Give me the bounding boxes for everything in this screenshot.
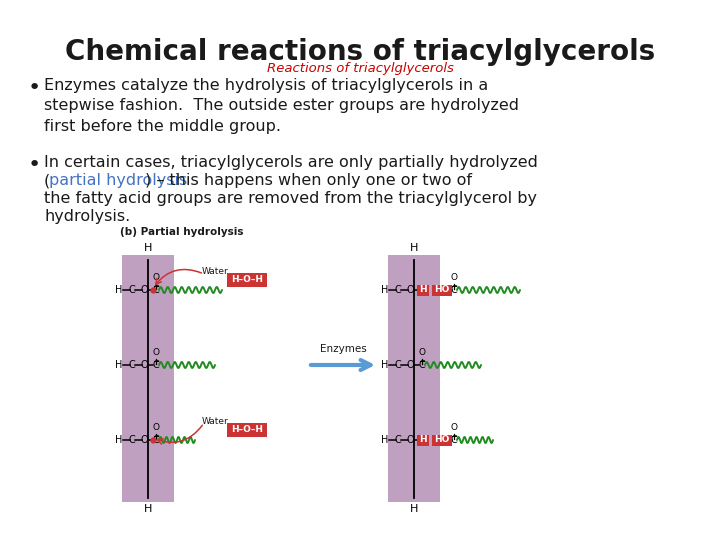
Text: Reactions of triacylglycerols: Reactions of triacylglycerols bbox=[266, 62, 454, 75]
Text: HO: HO bbox=[434, 435, 449, 444]
Text: H: H bbox=[114, 435, 122, 445]
Text: H–O–H: H–O–H bbox=[231, 275, 263, 285]
Text: H: H bbox=[144, 243, 152, 253]
Text: C: C bbox=[153, 360, 159, 370]
Bar bbox=[122, 255, 174, 502]
FancyBboxPatch shape bbox=[416, 285, 428, 295]
FancyBboxPatch shape bbox=[227, 273, 267, 287]
Text: O: O bbox=[153, 423, 160, 432]
Text: C: C bbox=[451, 285, 457, 295]
Text: O: O bbox=[140, 360, 148, 370]
Text: Water: Water bbox=[202, 417, 229, 427]
Text: H: H bbox=[410, 504, 418, 514]
Text: C: C bbox=[129, 360, 135, 370]
Text: C: C bbox=[153, 435, 159, 445]
Text: O: O bbox=[418, 348, 426, 357]
Text: C: C bbox=[395, 360, 401, 370]
Text: H: H bbox=[419, 286, 426, 294]
FancyBboxPatch shape bbox=[416, 435, 428, 446]
Text: Enzymes catalyze the hydrolysis of triacylglycerols in a
stepwise fashion.  The : Enzymes catalyze the hydrolysis of triac… bbox=[44, 78, 519, 134]
Text: H: H bbox=[381, 285, 388, 295]
Text: H: H bbox=[114, 360, 122, 370]
Text: Chemical reactions of triacylglycerols: Chemical reactions of triacylglycerols bbox=[65, 38, 655, 66]
Text: O: O bbox=[406, 285, 414, 295]
FancyBboxPatch shape bbox=[431, 285, 451, 295]
Text: (b) Partial hydrolysis: (b) Partial hydrolysis bbox=[120, 227, 243, 237]
Text: ) – this happens when only one or two of: ) – this happens when only one or two of bbox=[145, 173, 472, 188]
Text: H–O–H: H–O–H bbox=[231, 426, 263, 435]
Text: hydrolysis.: hydrolysis. bbox=[44, 209, 130, 224]
Text: O: O bbox=[140, 435, 148, 445]
Text: O: O bbox=[406, 360, 414, 370]
Text: O: O bbox=[451, 423, 457, 432]
Text: •: • bbox=[28, 155, 41, 175]
Text: C: C bbox=[395, 285, 401, 295]
Bar bbox=[388, 255, 440, 502]
Text: C: C bbox=[153, 285, 159, 295]
Text: Enzymes: Enzymes bbox=[320, 344, 366, 354]
Text: C: C bbox=[418, 360, 426, 370]
Text: H: H bbox=[114, 285, 122, 295]
Text: In certain cases, triacylglycerols are only partially hydrolyzed: In certain cases, triacylglycerols are o… bbox=[44, 155, 538, 170]
Text: partial hydrolysis: partial hydrolysis bbox=[49, 173, 187, 188]
Text: H: H bbox=[410, 243, 418, 253]
Text: O: O bbox=[153, 348, 160, 357]
Text: the fatty acid groups are removed from the triacylglycerol by: the fatty acid groups are removed from t… bbox=[44, 191, 537, 206]
Text: HO: HO bbox=[434, 286, 449, 294]
Text: C: C bbox=[129, 435, 135, 445]
Text: H: H bbox=[381, 435, 388, 445]
Text: O: O bbox=[406, 435, 414, 445]
Text: C: C bbox=[451, 435, 457, 445]
Text: C: C bbox=[129, 285, 135, 295]
Text: H: H bbox=[144, 504, 152, 514]
FancyBboxPatch shape bbox=[431, 435, 451, 446]
Text: •: • bbox=[28, 78, 41, 98]
Text: O: O bbox=[153, 273, 160, 282]
Text: (: ( bbox=[44, 173, 50, 188]
Text: O: O bbox=[451, 273, 457, 282]
Text: Water: Water bbox=[202, 267, 229, 276]
Text: H: H bbox=[381, 360, 388, 370]
Text: O: O bbox=[140, 285, 148, 295]
Text: H: H bbox=[419, 435, 426, 444]
Text: C: C bbox=[395, 435, 401, 445]
FancyBboxPatch shape bbox=[227, 423, 267, 437]
